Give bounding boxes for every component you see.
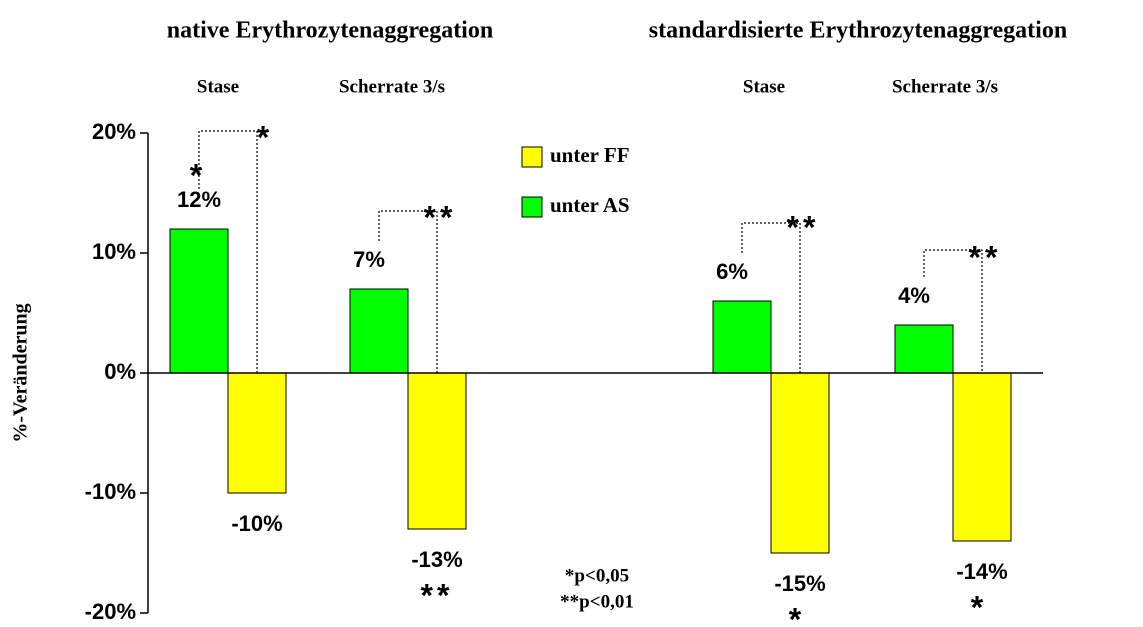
legend-swatch — [521, 196, 543, 218]
significance-mark: * — [971, 589, 987, 625]
value-label: 12% — [177, 187, 221, 212]
chart-header: native Erythrozytenaggregation — [167, 18, 493, 44]
significance-bracket — [198, 130, 258, 373]
y-tick-label: 10% — [92, 239, 136, 264]
value-label: -13% — [411, 547, 462, 572]
legend-label: unter AS — [550, 193, 630, 217]
footnote: **p<0,01 — [560, 591, 634, 612]
y-axis-label: %-Veränderung — [10, 303, 32, 442]
bar — [407, 372, 467, 530]
bar — [712, 300, 772, 374]
bar — [227, 372, 287, 494]
bar — [952, 372, 1012, 542]
category-label: Scherrate 3/s — [339, 76, 445, 97]
value-label: 6% — [716, 259, 748, 284]
significance-bracket — [923, 249, 983, 373]
category-label: Scherrate 3/s — [892, 76, 998, 97]
significance-mark: * — [789, 601, 805, 627]
significance-mark: ** — [424, 199, 457, 235]
value-label: -15% — [774, 571, 825, 596]
bar — [349, 288, 409, 374]
significance-mark: * — [257, 119, 273, 155]
bar — [894, 324, 954, 374]
category-label: Stase — [197, 76, 239, 97]
bar — [770, 372, 830, 554]
significance-mark: ** — [787, 209, 820, 245]
value-label: -14% — [956, 559, 1007, 584]
y-tick-label: -20% — [85, 599, 136, 624]
y-tick-label: -10% — [85, 479, 136, 504]
category-label: Stase — [743, 76, 785, 97]
footnote: *p<0,05 — [565, 565, 629, 586]
y-tick-label: 0% — [104, 359, 136, 384]
y-tick-label: 20% — [92, 119, 136, 144]
value-label: 4% — [898, 283, 930, 308]
value-label: -10% — [231, 511, 282, 536]
significance-bracket — [378, 210, 438, 373]
bar — [169, 228, 229, 374]
legend-label: unter FF — [550, 143, 630, 167]
significance-mark: * — [190, 157, 206, 193]
value-label: 7% — [353, 247, 385, 272]
chart-header: standardisierte Erythrozytenaggregation — [649, 18, 1067, 44]
legend-swatch — [521, 146, 543, 168]
significance-mark: ** — [421, 577, 454, 613]
significance-mark: ** — [969, 239, 1002, 275]
